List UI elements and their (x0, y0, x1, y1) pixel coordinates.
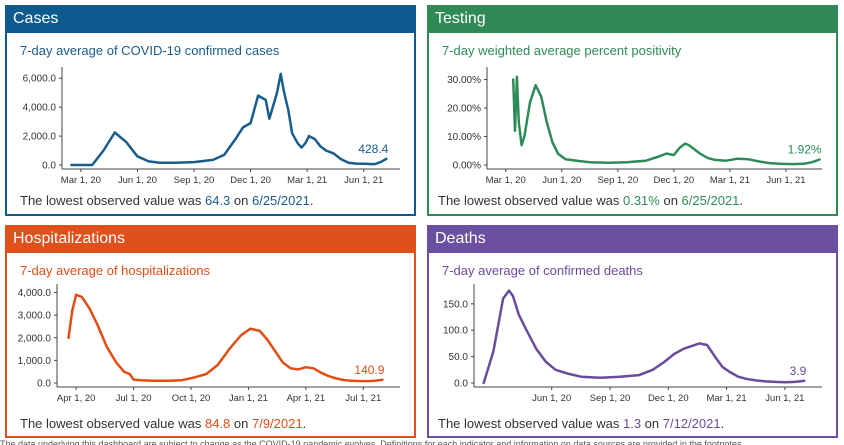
cases-y-tick-label: 4,000.0 (23, 103, 57, 114)
testing-panel: Testing 7-day weighted average percent p… (427, 5, 838, 216)
hosp-y-tick-label: 2,000.0 (18, 333, 52, 344)
deaths-footnote-prefix: The lowest observed value was (438, 416, 623, 431)
testing-lowest-date: 6/25/2021 (681, 193, 740, 208)
cases-panel: Cases 7-day average of COVID-19 confirme… (5, 5, 416, 216)
testing-x-tick-label: Jun 1, 20 (542, 175, 581, 186)
hosp-header: Hospitalizations (5, 225, 416, 253)
cases-subtitle: 7-day average of COVID-19 confirmed case… (20, 43, 280, 58)
testing-y-tick-label: 0.00% (453, 161, 481, 172)
hosp-x-tick-label: Oct 1, 20 (172, 393, 211, 404)
hosp-lowest-value: 84.8 (204, 416, 231, 431)
deaths-footnote-mid: on (641, 416, 663, 431)
hosp-y-tick-label: 4,000.0 (18, 288, 52, 299)
deaths-header: Deaths (427, 225, 838, 253)
deaths-x-tick-label: Jun 1, 21 (765, 393, 804, 404)
cases-footnote-end: . (309, 193, 314, 208)
testing-x-tick-label: Jun 1, 21 (766, 175, 805, 186)
cases-x-tick-label: Jun 1, 21 (344, 175, 383, 186)
testing-footnote-prefix: The lowest observed value was (438, 193, 623, 208)
cases-x-tick-label: Dec 1, 20 (230, 175, 271, 186)
cases-y-tick-label: 6,000.0 (23, 74, 57, 85)
testing-y-tick-label: 20.00% (447, 104, 481, 115)
cases-y-tick-label: 0.0 (42, 161, 56, 172)
testing-series-line (511, 75, 821, 166)
testing-footnote: The lowest observed value was 0.31% on 6… (438, 193, 743, 208)
hosp-x-tick-label: Apr 1, 20 (57, 393, 96, 404)
testing-x-tick-label: Mar 1, 20 (486, 175, 526, 186)
deaths-series-line (482, 289, 806, 385)
cases-footnote-mid: on (230, 193, 252, 208)
hosp-footnote: The lowest observed value was 84.8 on 7/… (20, 416, 306, 431)
deaths-x-tick-label: Dec 1, 20 (648, 393, 689, 404)
deaths-y-tick-label: 100.0 (443, 326, 468, 337)
deaths-y-tick-label: 50.0 (449, 352, 469, 363)
testing-y-tick-label: 30.00% (447, 75, 481, 86)
testing-chart: 0.00% 10.00% 20.00% 30.00% Mar 1, 20 Jun 1, 2… (447, 67, 822, 186)
deaths-subtitle: 7-day average of confirmed deaths (442, 263, 643, 278)
deaths-panel-body: 7-day average of confirmed deaths 0.0 50.… (427, 253, 838, 438)
cases-panel-body: 7-day average of COVID-19 confirmed case… (5, 33, 416, 216)
testing-latest-value: 1.92% (788, 143, 822, 157)
cases-x-tick-label: Sep 1, 20 (174, 175, 215, 186)
deaths-lowest-value: 1.3 (622, 416, 642, 431)
testing-subtitle: 7-day weighted average percent positivit… (442, 43, 682, 58)
cases-series-line (70, 72, 388, 167)
bottom-note: The data underlying this dashboard are s… (0, 440, 744, 445)
hosp-panel: Hospitalizations 7-day average of hospit… (5, 225, 416, 438)
cases-footnote: The lowest observed value was 64.3 on 6/… (20, 193, 313, 208)
deaths-y-tick-label: 0.0 (454, 379, 468, 390)
deaths-x-tick-label: Mar 1, 21 (707, 393, 747, 404)
cases-chart: 0.0 2,000.0 4,000.0 6,000.0 Mar 1, 20 Jun 1, … (23, 67, 400, 186)
hosp-y-tick-label: 3,000.0 (18, 311, 52, 322)
testing-y-tick-label: 10.00% (447, 132, 481, 143)
hosp-series-line (67, 293, 384, 383)
deaths-y-tick-label: 150.0 (443, 299, 468, 310)
testing-lowest-value: 0.31% (622, 193, 660, 208)
testing-x-tick-label: Mar 1, 21 (710, 175, 750, 186)
cases-footnote-prefix: The lowest observed value was (20, 193, 205, 208)
deaths-footnote-end: . (720, 416, 725, 431)
cases-latest-value: 428.4 (358, 142, 388, 156)
deaths-latest-value: 3.9 (790, 364, 807, 378)
hosp-x-tick-label: Jul 1, 20 (116, 393, 152, 404)
deaths-footnote: The lowest observed value was 1.3 on 7/1… (438, 416, 724, 431)
hosp-subtitle: 7-day average of hospitalizations (20, 263, 211, 278)
hosp-lowest-date: 7/9/2021 (251, 416, 303, 431)
testing-x-tick-label: Sep 1, 20 (597, 175, 638, 186)
cases-x-tick-label: Mar 1, 21 (287, 175, 327, 186)
hosp-footnote-prefix: The lowest observed value was (20, 416, 205, 431)
hosp-latest-value: 140.9 (354, 363, 384, 377)
deaths-x-tick-label: Jun 1, 20 (532, 393, 571, 404)
hosp-panel-body: 7-day average of hospitalizations 0.0 1,0… (5, 253, 416, 438)
hosp-y-tick-label: 0.0 (37, 379, 51, 390)
testing-footnote-end: . (739, 193, 744, 208)
hosp-footnote-end: . (302, 416, 307, 431)
cases-lowest-value: 64.3 (204, 193, 231, 208)
cases-x-tick-label: Mar 1, 20 (61, 175, 101, 186)
testing-panel-body: 7-day weighted average percent positivit… (427, 33, 838, 216)
testing-header: Testing (427, 5, 838, 33)
cases-x-tick-label: Jun 1, 20 (118, 175, 157, 186)
cases-header: Cases (5, 5, 416, 33)
deaths-lowest-date: 7/12/2021 (662, 416, 721, 431)
hosp-y-tick-label: 1,000.0 (18, 356, 52, 367)
testing-x-tick-label: Dec 1, 20 (654, 175, 695, 186)
deaths-panel: Deaths 7-day average of confirmed deaths… (427, 225, 838, 438)
hosp-x-tick-label: Jan 1, 21 (229, 393, 268, 404)
cases-lowest-date: 6/25/2021 (251, 193, 310, 208)
hosp-chart: 0.0 1,000.0 2,000.0 3,000.0 4,000.0 Apr 1, 20… (18, 284, 400, 404)
deaths-x-tick-label: Sep 1, 20 (590, 393, 631, 404)
testing-footnote-mid: on (659, 193, 682, 208)
hosp-x-tick-label: Jul 1, 21 (345, 393, 381, 404)
hosp-footnote-mid: on (230, 416, 252, 431)
deaths-chart: 0.0 50.0 100.0 150.0 Jun 1, 20 Sep 1, 20 Dec 1… (443, 284, 822, 404)
hosp-x-tick-label: Apr 1, 21 (287, 393, 326, 404)
cases-y-tick-label: 2,000.0 (23, 132, 57, 143)
